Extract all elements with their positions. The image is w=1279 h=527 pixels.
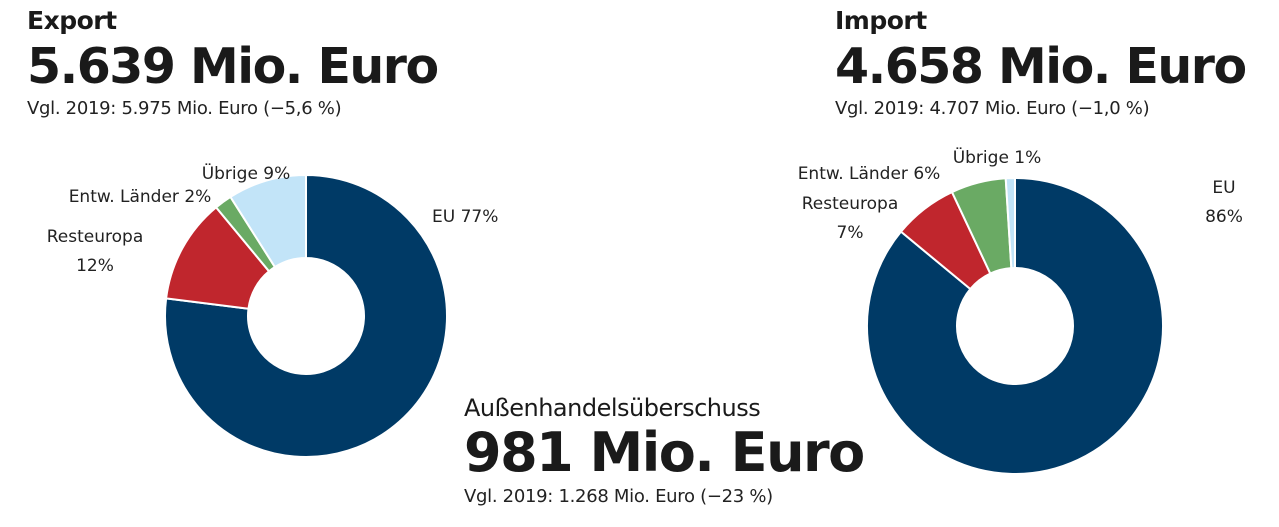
export-label-resteuropa: Resteuropa 12% [47,227,144,276]
import-label: Import [835,6,927,35]
export-label: Export [27,6,117,35]
import-value: 4.658 Mio. Euro [835,38,1247,95]
surplus-value: 981 Mio. Euro [464,421,865,484]
import-slice-uebrige [1004,176,1016,270]
surplus-label: Außenhandelsüberschuss [464,394,761,422]
import-label-resteuropa: Resteuropa 7% [802,194,899,243]
import-kpi: Import 4.658 Mio. Euro Vgl. 2019: 4.707 … [835,6,1247,119]
export-label-eu: EU 77% [432,207,498,227]
surplus-comparison: Vgl. 2019: 1.268 Mio. Euro (−23 %) [464,486,773,507]
surplus-kpi: Außenhandelsüberschuss 981 Mio. Euro Vgl… [464,394,865,507]
import-label-eu: EU 86% [1205,178,1243,227]
import-comparison: Vgl. 2019: 4.707 Mio. Euro (−1,0 %) [835,98,1150,119]
import-label-entw-laender: Entw. Länder 6% [798,164,941,184]
export-kpi: Export 5.639 Mio. Euro Vgl. 2019: 5.975 … [27,6,439,119]
import-label-uebrige: Übrige 1% [953,146,1042,168]
export-label-entw-laender: Entw. Länder 2% [69,187,212,207]
export-value: 5.639 Mio. Euro [27,38,439,95]
export-slice-uebrige [229,173,307,269]
export-label-uebrige: Übrige 9% [202,162,291,184]
import-slice-eu [866,176,1164,475]
export-slice-eu [164,173,448,458]
export-comparison: Vgl. 2019: 5.975 Mio. Euro (−5,6 %) [27,98,342,119]
